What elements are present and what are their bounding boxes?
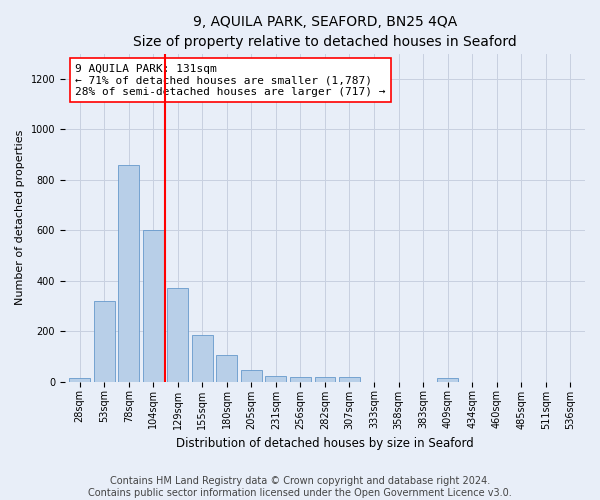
Bar — [94, 301, 115, 382]
Bar — [192, 335, 213, 382]
Bar — [118, 165, 139, 382]
Bar — [241, 370, 262, 382]
Bar — [143, 230, 164, 382]
Bar — [167, 288, 188, 382]
Title: 9, AQUILA PARK, SEAFORD, BN25 4QA
Size of property relative to detached houses i: 9, AQUILA PARK, SEAFORD, BN25 4QA Size o… — [133, 15, 517, 48]
Text: Contains HM Land Registry data © Crown copyright and database right 2024.
Contai: Contains HM Land Registry data © Crown c… — [88, 476, 512, 498]
Bar — [290, 377, 311, 382]
X-axis label: Distribution of detached houses by size in Seaford: Distribution of detached houses by size … — [176, 437, 474, 450]
Text: 9 AQUILA PARK: 131sqm
← 71% of detached houses are smaller (1,787)
28% of semi-d: 9 AQUILA PARK: 131sqm ← 71% of detached … — [76, 64, 386, 97]
Bar — [217, 355, 237, 382]
Y-axis label: Number of detached properties: Number of detached properties — [15, 130, 25, 306]
Bar — [69, 378, 90, 382]
Bar — [265, 376, 286, 382]
Bar — [339, 377, 360, 382]
Bar — [314, 377, 335, 382]
Bar — [437, 378, 458, 382]
